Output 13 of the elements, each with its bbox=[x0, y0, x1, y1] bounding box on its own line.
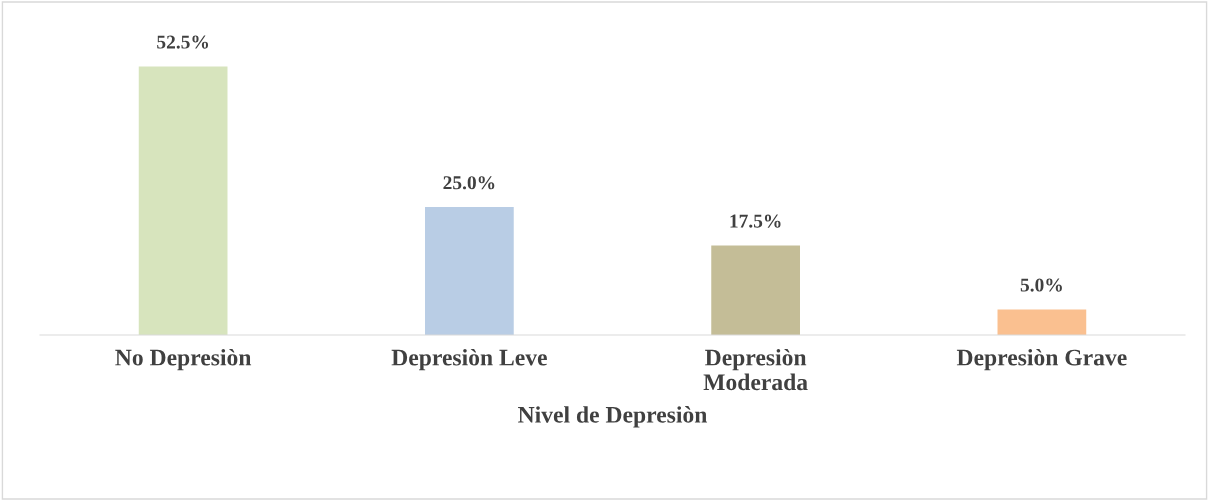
data-label: 25.0% bbox=[443, 176, 495, 190]
bar bbox=[138, 66, 228, 335]
bar bbox=[711, 245, 800, 335]
x-tick-label: Depresiòn Leve bbox=[391, 348, 547, 371]
x-axis-title: Nivel de Depresiòn bbox=[518, 406, 708, 428]
x-tick-label: No Depresiòn bbox=[115, 348, 252, 371]
x-tick-label: Depresiòn Moderada bbox=[703, 348, 808, 391]
bar bbox=[425, 207, 514, 335]
bar bbox=[997, 309, 1087, 335]
x-tick-label: Depresiòn Grave bbox=[956, 348, 1127, 371]
data-label: 5.0% bbox=[1020, 278, 1062, 292]
data-label: 52.5% bbox=[157, 35, 209, 49]
data-label: 17.5% bbox=[730, 214, 781, 228]
